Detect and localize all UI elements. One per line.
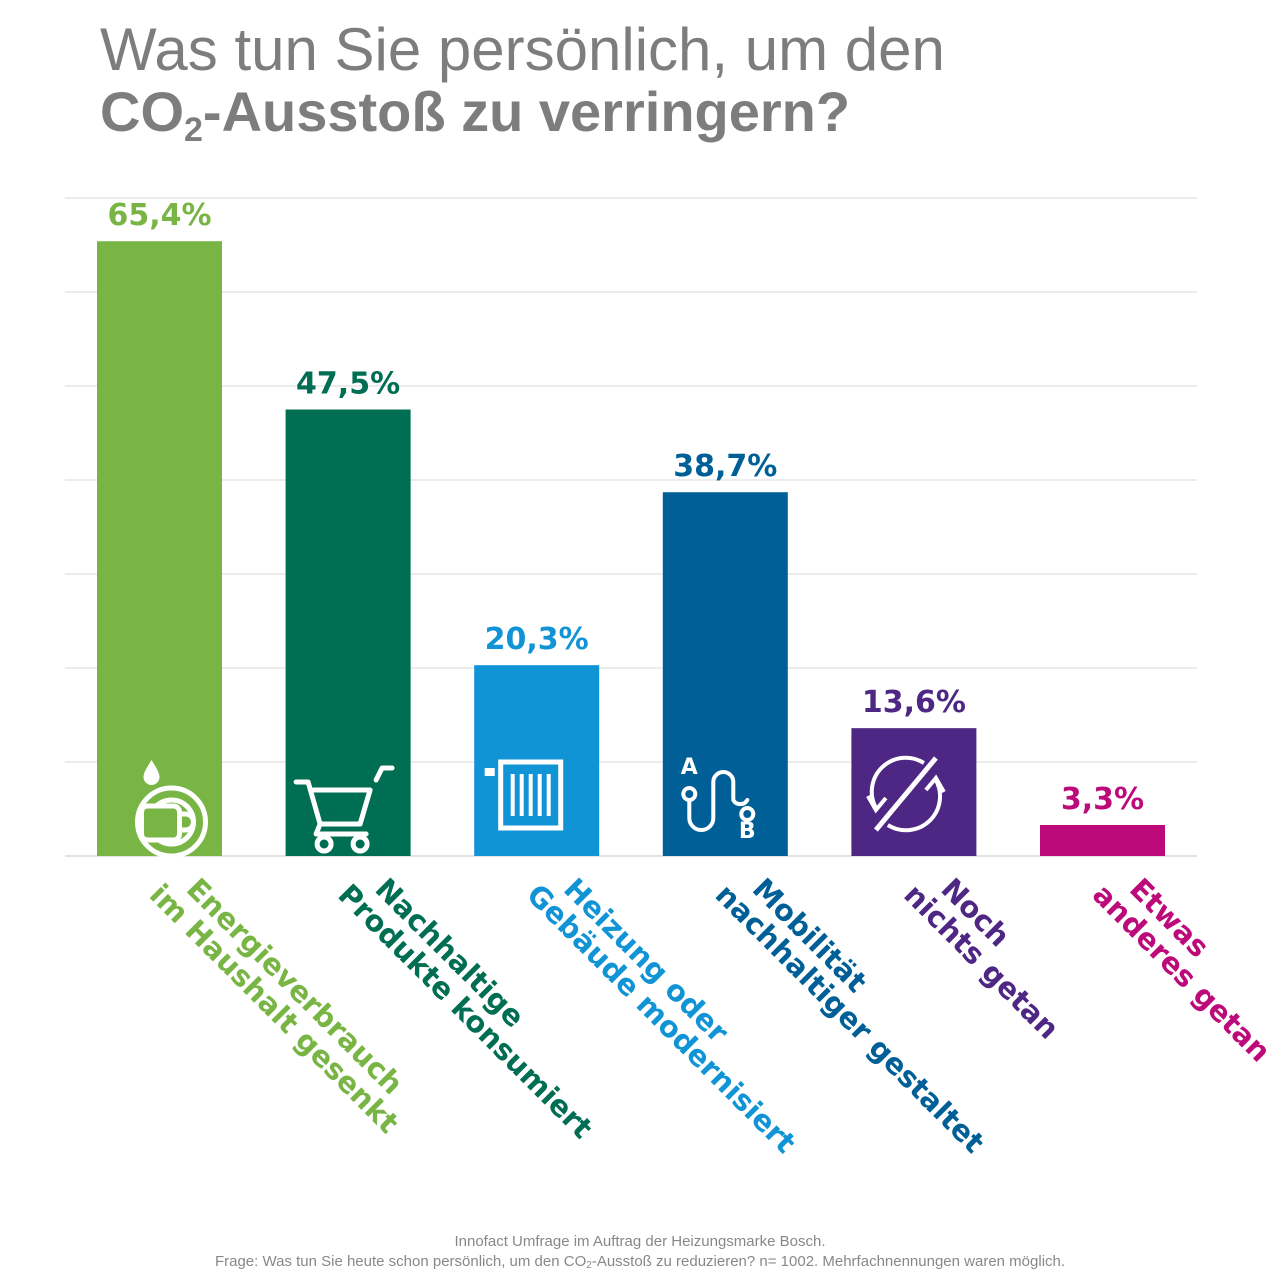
dish-water-icon [135,760,208,859]
shopping-cart-icon [293,765,395,854]
bar [662,492,788,856]
no-change-icon [866,755,946,833]
bar [1040,824,1165,856]
category-label: Nochnichts getan [897,856,1087,1046]
data-label: 13,6% [862,685,966,720]
title-subscript-2: 2 [184,111,203,150]
bar [97,241,222,857]
gridlines [65,197,1197,857]
title-line-2: CO2-Ausstoß zu verringern? [100,80,945,147]
data-label: 65,4% [107,198,211,233]
bar-icons: AB [135,755,946,859]
data-label: 47,5% [296,367,400,402]
bars [97,241,1165,857]
title-line-1: Was tun Sie persönlich, um den [100,16,945,83]
svg-text:B: B [739,819,756,844]
value-labels: 65,4% 47,5% 20,3% 38,7% 13,6% 3,3% [107,198,1144,817]
footer-subscript-2: 2 [586,1260,592,1271]
footer-rest: -Ausstoß zu reduzieren? n= 1002. Mehrfac… [591,1253,1066,1270]
footer-line-2: Frage: Was tun Sie heute schon persönlic… [0,1252,1280,1272]
category-label: Etwasanderes getan [1086,856,1280,1069]
category-labels: Energieverbrauchim Haushalt gesenktNachh… [143,856,1280,1160]
data-label: 20,3% [485,622,589,657]
footer-line-1: Innofact Umfrage im Auftrag der Heizungs… [454,1233,826,1250]
svg-text:A: A [681,755,698,780]
data-label: 3,3% [1061,782,1144,817]
title-co: CO [100,80,184,144]
route-a-to-b-icon: AB [681,755,756,844]
chart-title: Was tun Sie persönlich, um den CO2-Ausst… [100,16,945,147]
bar-chart: AB 65,4%47,5%20,3%38,7%13,6%3,3% Energie… [65,197,1280,1160]
radiator-icon [484,759,564,831]
data-label: 38,7% [673,449,777,484]
source-footer: Innofact Umfrage im Auftrag der Heizungs… [0,1232,1280,1272]
title-rest: -Ausstoß zu verringern? [202,80,851,144]
footer-question: Frage: Was tun Sie heute schon persönlic… [214,1253,587,1270]
